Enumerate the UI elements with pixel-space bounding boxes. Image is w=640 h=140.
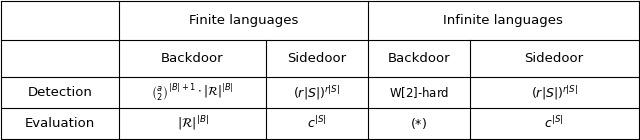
Text: Backdoor: Backdoor bbox=[387, 52, 450, 65]
Text: Sidedoor: Sidedoor bbox=[287, 52, 346, 65]
Text: $(r|S|)^{r|S|}$: $(r|S|)^{r|S|}$ bbox=[531, 84, 578, 102]
Text: Evaluation: Evaluation bbox=[25, 117, 95, 130]
Text: Finite languages: Finite languages bbox=[189, 14, 298, 27]
Text: $c^{|S|}$: $c^{|S|}$ bbox=[544, 116, 564, 131]
Text: $c^{|S|}$: $c^{|S|}$ bbox=[307, 116, 327, 131]
Text: Sidedoor: Sidedoor bbox=[525, 52, 584, 65]
Text: $(*)$: $(*)$ bbox=[410, 116, 428, 131]
Text: $\mathsf{W[2]}$-hard: $\mathsf{W[2]}$-hard bbox=[388, 85, 449, 100]
Text: $(r|S|)^{r|S|}$: $(r|S|)^{r|S|}$ bbox=[293, 84, 340, 102]
Text: $\binom{a}{2}^{|B|+1} \cdot |\mathcal{R}|^{|B|}$: $\binom{a}{2}^{|B|+1} \cdot |\mathcal{R}… bbox=[151, 82, 234, 103]
Text: Detection: Detection bbox=[28, 86, 93, 99]
Text: Backdoor: Backdoor bbox=[161, 52, 224, 65]
Text: Infinite languages: Infinite languages bbox=[444, 14, 563, 27]
Text: $|\mathcal{R}|^{|B|}$: $|\mathcal{R}|^{|B|}$ bbox=[177, 115, 209, 132]
